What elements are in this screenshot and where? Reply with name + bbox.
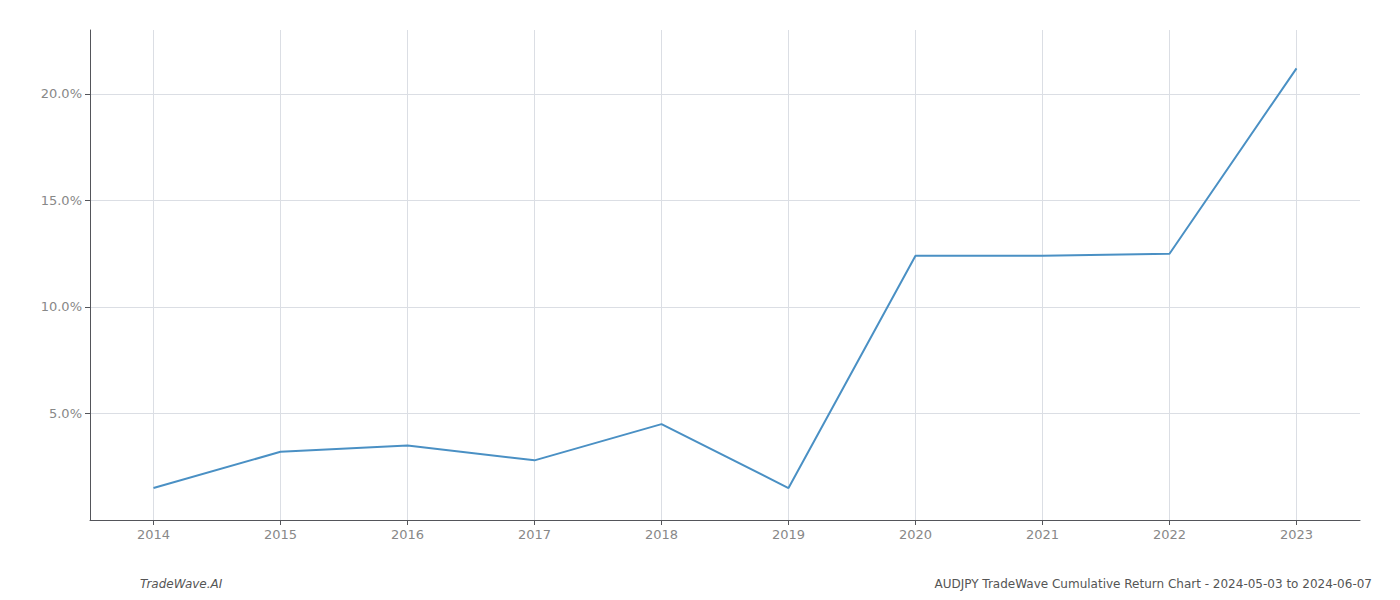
svg-text:2022: 2022: [1153, 527, 1186, 542]
svg-text:2018: 2018: [645, 527, 678, 542]
svg-text:2021: 2021: [1026, 527, 1059, 542]
svg-text:2020: 2020: [899, 527, 932, 542]
svg-text:10.0%: 10.0%: [41, 299, 82, 314]
svg-text:2016: 2016: [391, 527, 424, 542]
svg-text:2014: 2014: [137, 527, 170, 542]
svg-text:2015: 2015: [264, 527, 297, 542]
svg-text:15.0%: 15.0%: [41, 193, 82, 208]
svg-text:5.0%: 5.0%: [49, 406, 82, 421]
svg-text:TradeWave.AI: TradeWave.AI: [140, 577, 223, 591]
svg-text:2023: 2023: [1280, 527, 1313, 542]
svg-text:2017: 2017: [518, 527, 551, 542]
svg-text:2019: 2019: [772, 527, 805, 542]
svg-text:AUDJPY TradeWave Cumulative Re: AUDJPY TradeWave Cumulative Return Chart…: [934, 577, 1372, 591]
svg-text:20.0%: 20.0%: [41, 86, 82, 101]
